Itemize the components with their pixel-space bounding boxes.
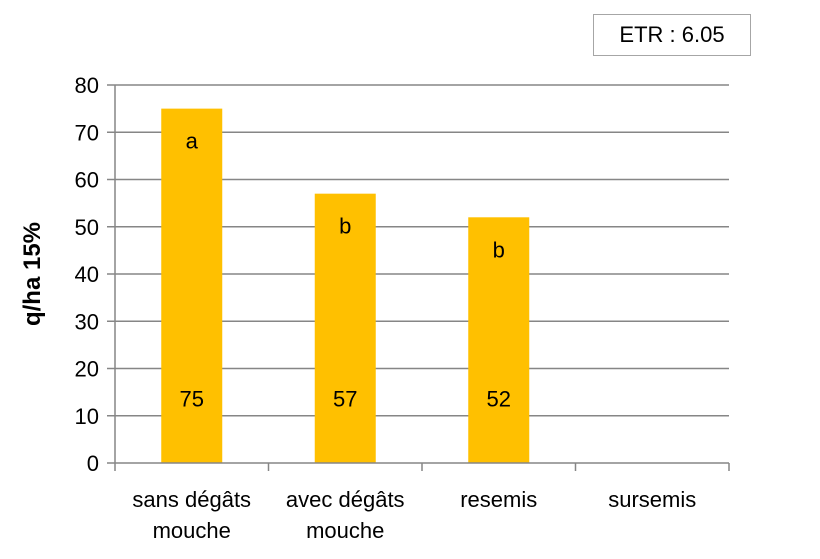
y-tick-label: 50: [75, 215, 99, 240]
bar-value-label: 57: [333, 386, 357, 411]
y-tick-label: 80: [75, 73, 99, 98]
x-category-label: resemis: [460, 487, 538, 512]
y-tick-label: 10: [75, 404, 99, 429]
significance-letter: b: [339, 214, 351, 239]
etr-annotation-box: ETR : 6.05: [593, 14, 751, 56]
x-category-label: sursemis: [608, 487, 697, 512]
x-category-label: sans dégâts mouche: [132, 487, 252, 543]
data-labels: 75 a 57 b 52 b: [180, 129, 511, 412]
y-tick-labels: 0 10 20 30 40 50 60 70 80: [75, 73, 99, 476]
y-axis-label: q/ha 15%: [19, 221, 46, 327]
bar: [468, 217, 530, 463]
bar: [161, 108, 223, 463]
bar-value-label: 75: [180, 386, 204, 411]
y-tick-label: 40: [75, 262, 99, 287]
significance-letter: a: [186, 129, 199, 154]
y-tick-label: 60: [75, 168, 99, 193]
y-tick-label: 30: [75, 309, 99, 334]
y-tick-label: 0: [87, 451, 99, 476]
significance-letter: b: [493, 237, 505, 262]
x-category-label: avec dégâts mouche: [285, 487, 405, 543]
axes: [114, 85, 730, 471]
bar-value-label: 52: [487, 386, 511, 411]
y-tick-label: 20: [75, 357, 99, 382]
bar: [314, 193, 376, 464]
bars: [161, 108, 530, 464]
y-tick-label: 70: [75, 120, 99, 145]
